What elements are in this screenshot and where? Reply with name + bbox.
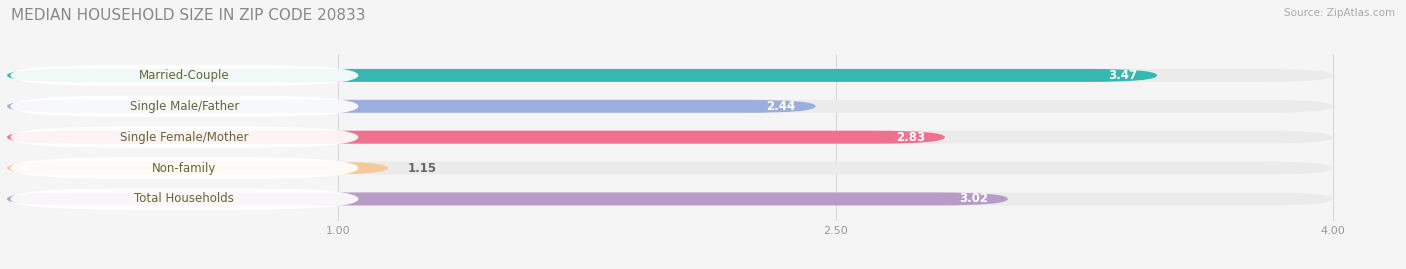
FancyBboxPatch shape: [10, 188, 359, 210]
Text: Single Male/Father: Single Male/Father: [129, 100, 239, 113]
Text: 3.47: 3.47: [1108, 69, 1137, 82]
Text: Married-Couple: Married-Couple: [139, 69, 229, 82]
FancyBboxPatch shape: [7, 100, 815, 113]
FancyBboxPatch shape: [10, 65, 359, 86]
Text: 2.44: 2.44: [766, 100, 796, 113]
Text: 2.83: 2.83: [896, 131, 925, 144]
FancyBboxPatch shape: [7, 193, 1008, 206]
Text: Non-family: Non-family: [152, 162, 217, 175]
FancyBboxPatch shape: [10, 95, 359, 117]
FancyBboxPatch shape: [7, 162, 388, 175]
FancyBboxPatch shape: [7, 69, 1333, 82]
FancyBboxPatch shape: [7, 100, 1333, 113]
Text: Single Female/Mother: Single Female/Mother: [120, 131, 249, 144]
Text: 1.15: 1.15: [408, 162, 437, 175]
Text: Total Households: Total Households: [135, 192, 235, 206]
FancyBboxPatch shape: [7, 193, 1333, 206]
FancyBboxPatch shape: [7, 69, 1157, 82]
Text: Source: ZipAtlas.com: Source: ZipAtlas.com: [1284, 8, 1395, 18]
FancyBboxPatch shape: [7, 131, 1333, 144]
Text: 3.02: 3.02: [959, 192, 988, 206]
FancyBboxPatch shape: [7, 131, 945, 144]
FancyBboxPatch shape: [10, 126, 359, 148]
FancyBboxPatch shape: [7, 162, 1333, 175]
FancyBboxPatch shape: [10, 157, 359, 179]
Text: MEDIAN HOUSEHOLD SIZE IN ZIP CODE 20833: MEDIAN HOUSEHOLD SIZE IN ZIP CODE 20833: [11, 8, 366, 23]
